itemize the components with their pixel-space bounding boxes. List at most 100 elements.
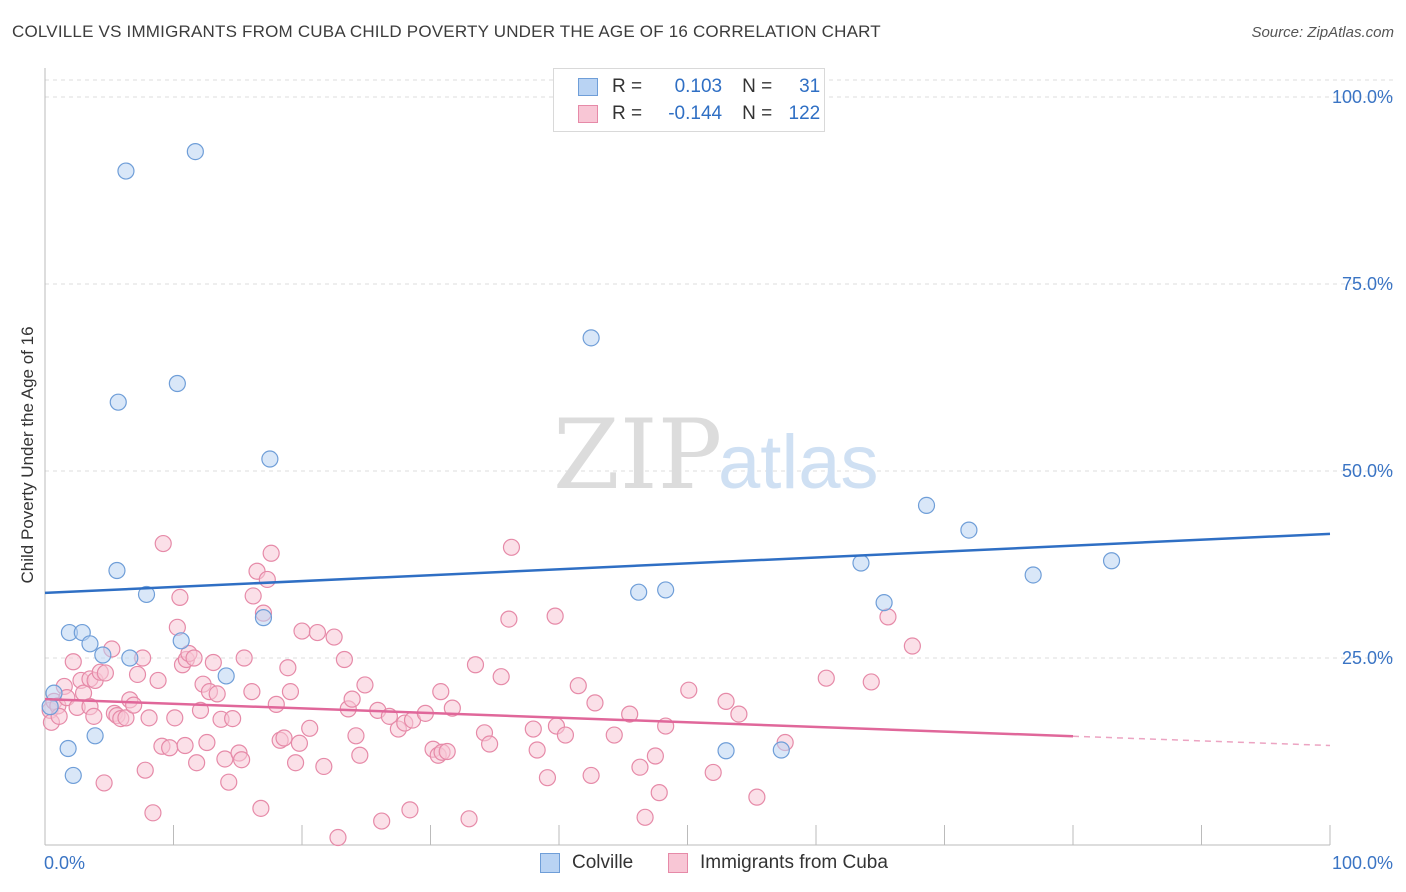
cuba-point (96, 664, 114, 682)
cuba-point (275, 729, 293, 747)
r-label: R = (612, 76, 643, 97)
cuba-point (879, 608, 897, 626)
cuba-point (188, 754, 206, 772)
n-value: 122 (788, 103, 821, 124)
cuba-point (258, 570, 276, 589)
cuba-point (125, 696, 143, 714)
colville-point (582, 329, 600, 347)
cuba-point (315, 757, 333, 776)
cuba-point (64, 653, 82, 671)
cuba-swatch (668, 853, 688, 873)
cuba-point (335, 650, 354, 669)
y-tick-label: 50.0% (1342, 461, 1393, 481)
cuba-point (233, 751, 251, 769)
colville-point (64, 766, 82, 785)
trend-lines (44, 532, 1331, 747)
cuba-point (538, 769, 557, 787)
cuba-point (524, 720, 542, 738)
colville-point (1024, 566, 1042, 584)
cuba-point (582, 766, 600, 785)
cuba-point (432, 683, 450, 701)
cuba-point (556, 726, 575, 744)
cuba-point (252, 799, 270, 817)
cuba-trend-line-extrapolated (1072, 735, 1331, 747)
colville-point (261, 450, 279, 468)
cuba-point (224, 709, 242, 728)
cuba-point (161, 739, 179, 757)
r-label: R = (612, 103, 643, 124)
cuba-point (546, 607, 564, 625)
cuba-point (154, 534, 172, 553)
cuba-swatch (578, 105, 598, 123)
cuba-point (347, 727, 365, 745)
cuba-point (460, 810, 478, 828)
x-tick-labels: 0.0% 100.0% (44, 853, 1393, 873)
colville-point (117, 162, 135, 180)
r-value: -0.144 (668, 103, 723, 124)
cuba-point (144, 804, 162, 822)
cuba-point (243, 683, 261, 701)
cuba-point (443, 699, 461, 717)
x-tick-label-min: 0.0% (44, 853, 85, 873)
cuba-point (281, 683, 300, 701)
cuba-point (650, 784, 668, 802)
cuba-point (308, 623, 327, 642)
cuba-point (176, 736, 194, 755)
cuba-point (704, 763, 722, 782)
colville-point (186, 143, 204, 161)
colville-point (875, 594, 893, 612)
cuba-point (356, 676, 374, 694)
cuba-point (401, 801, 419, 819)
cuba-point (220, 773, 238, 791)
n-label: N = (742, 103, 773, 124)
watermark-atlas: atlas (718, 420, 879, 505)
cuba-point (492, 668, 510, 686)
cuba-point (717, 692, 735, 710)
cuba-point (621, 705, 639, 723)
cuba-trend-line (44, 697, 1074, 738)
legend-item-colville: Colville (540, 852, 633, 874)
cuba-point (290, 734, 309, 752)
y-tick-label: 75.0% (1342, 274, 1393, 294)
cuba-point (293, 622, 311, 640)
chart-title: COLVILLE VS IMMIGRANTS FROM CUBA CHILD P… (12, 22, 881, 41)
colville-point (217, 667, 235, 685)
cuba-point (128, 665, 147, 684)
cuba-point (569, 677, 587, 695)
cuba-point (748, 788, 766, 806)
cuba-point (528, 741, 546, 759)
cuba-point (646, 747, 664, 765)
colville-trend-line (44, 532, 1331, 595)
cuba-point (502, 538, 521, 556)
y-axis-title: Child Poverty Under the Age of 16 (18, 326, 37, 583)
cuba-point (680, 681, 698, 699)
cuba-point (862, 673, 880, 691)
stats-legend: R = 0.103 N = 31 R = -0.144 N = 122 (553, 68, 825, 132)
colville-point (1102, 552, 1121, 570)
cuba-point (267, 695, 285, 713)
gridlines (45, 79, 1395, 659)
cuba-point (325, 628, 343, 646)
colville-point (657, 581, 675, 599)
r-value: 0.103 (674, 76, 723, 97)
colville-point (137, 585, 156, 604)
cuba-point (140, 709, 158, 727)
colville-point (852, 554, 870, 572)
colville-point (94, 646, 112, 664)
cuba-point (208, 685, 226, 703)
cuba-point (149, 671, 167, 690)
x-tick-label-max: 100.0% (1332, 853, 1393, 873)
colville-point (172, 632, 190, 650)
colville-point (86, 727, 104, 745)
colville-point (81, 635, 99, 653)
cuba-point (235, 649, 253, 667)
cuba-point (279, 659, 297, 677)
colville-point (108, 561, 126, 580)
colville-point (917, 496, 936, 515)
cuba-point (631, 758, 649, 776)
cuba-point (817, 669, 835, 687)
cuba-point (191, 701, 210, 719)
colville-point (630, 583, 648, 601)
cuba-point (244, 587, 262, 605)
